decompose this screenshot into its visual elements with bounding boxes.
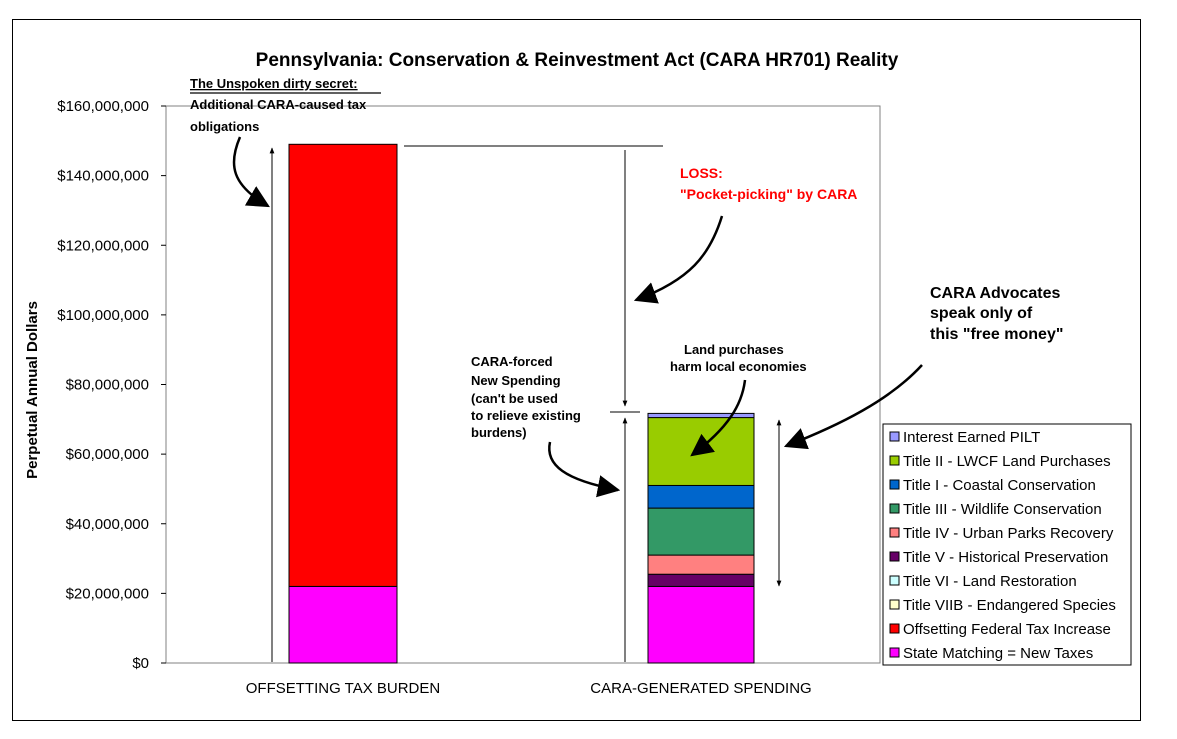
legend-swatch [889, 503, 900, 514]
category-label: CARA-GENERATED SPENDING [590, 680, 811, 697]
annotation-advocates-line-3: this "free money" [930, 326, 1063, 343]
y-tick-label: $140,000,000 [57, 168, 149, 185]
legend-label: Title III - Wildlife Conservation [903, 501, 1102, 518]
bar-segment [647, 554, 755, 575]
y-tick-label: $120,000,000 [57, 237, 149, 254]
legend-swatch [889, 431, 900, 442]
legend-label: Offsetting Federal Tax Increase [903, 621, 1111, 638]
legend-label: Title VI - Land Restoration [903, 573, 1077, 590]
annotation-forced-line-1: CARA-forced [471, 354, 553, 369]
legend-label: Title I - Coastal Conservation [903, 477, 1096, 494]
annotation-secret-line-1: The Unspoken dirty secret: [190, 76, 358, 91]
legend-label: Title VIIB - Endangered Species [903, 597, 1116, 614]
legend-swatch [889, 455, 900, 466]
annotation-advocates-line-2: speak only of [930, 305, 1033, 322]
annotation-land: Land purchases harm local economies [670, 342, 807, 374]
annotation-forced-line-2: New Spending [471, 373, 561, 388]
annotation-arrows [232, 136, 923, 662]
plot-area [165, 105, 881, 664]
y-tick-label: $40,000,000 [66, 516, 149, 533]
y-tick-label: $160,000,000 [57, 98, 149, 115]
legend-label: State Matching = New Taxes [903, 645, 1093, 662]
y-tick-label: $0 [132, 655, 149, 672]
bar-segment [647, 573, 755, 587]
bar-segment [288, 143, 398, 587]
annotation-forced-line-5: burdens) [471, 425, 527, 440]
y-tick-label: $100,000,000 [57, 307, 149, 324]
x-axis: OFFSETTING TAX BURDEN CARA-GENERATED SPEN… [246, 680, 812, 697]
annotation-forced-line-3: (can't be used [471, 391, 558, 406]
annotation-secret-line-2: Additional CARA-caused tax [190, 97, 367, 112]
legend-swatch [889, 647, 900, 658]
legend-swatch [889, 527, 900, 538]
bar-segment [647, 412, 755, 419]
annotation-forced-line-4: to relieve existing [471, 408, 581, 423]
legend-label: Title II - LWCF Land Purchases [903, 453, 1111, 470]
legend-swatch [889, 479, 900, 490]
legend: Interest Earned PILT Title II - LWCF Land… [882, 423, 1132, 666]
y-tick-label: $60,000,000 [66, 446, 149, 463]
arrow-land [690, 379, 747, 457]
bar-segment [647, 507, 755, 556]
annotation-loss: LOSS: "Pocket-picking" by CARA [680, 165, 857, 202]
arrow-secret [232, 136, 270, 208]
annotation-loss-line-2: "Pocket-picking" by CARA [680, 186, 857, 202]
legend-swatch [889, 551, 900, 562]
bar-segment [288, 585, 398, 664]
annotation-secret: The Unspoken dirty secret: Additional CA… [190, 76, 381, 134]
legend-label: Interest Earned PILT [903, 429, 1040, 446]
chart-title: Pennsylvania: Conservation & Reinvestmen… [256, 50, 899, 71]
y-tick-label: $80,000,000 [66, 377, 149, 394]
bar-segment [647, 417, 755, 486]
bars [288, 143, 755, 664]
bar-segment [647, 585, 755, 664]
y-axis-label: Perpetual Annual Dollars [24, 301, 41, 479]
annotation-advocates: CARA Advocates speak only of this "free … [930, 285, 1063, 343]
legend-swatch [889, 575, 900, 586]
legend-label: Title IV - Urban Parks Recovery [903, 525, 1114, 542]
category-label: OFFSETTING TAX BURDEN [246, 680, 440, 697]
arrow-forced [548, 441, 621, 498]
legend-swatch [889, 623, 900, 634]
legend-label: Title V - Historical Preservation [903, 549, 1108, 566]
annotation-land-line-2: harm local economies [670, 359, 807, 374]
arrow-loss [633, 215, 724, 304]
annotation-land-line-1: Land purchases [684, 342, 784, 357]
legend-swatch [889, 599, 900, 610]
y-tick-label: $20,000,000 [66, 585, 149, 602]
annotation-advocates-line-1: CARA Advocates [930, 285, 1061, 302]
bar-segment [647, 484, 755, 509]
legend-box [882, 423, 1132, 666]
y-axis: $0 $20,000,000 $40,000,000 $60,000,000 $80,0… [57, 98, 166, 672]
annotation-secret-line-3: obligations [190, 119, 259, 134]
annotation-forced: CARA-forced New Spending (can't be used … [471, 354, 581, 440]
arrow-advocates [783, 364, 923, 450]
annotation-loss-line-1: LOSS: [680, 165, 723, 181]
